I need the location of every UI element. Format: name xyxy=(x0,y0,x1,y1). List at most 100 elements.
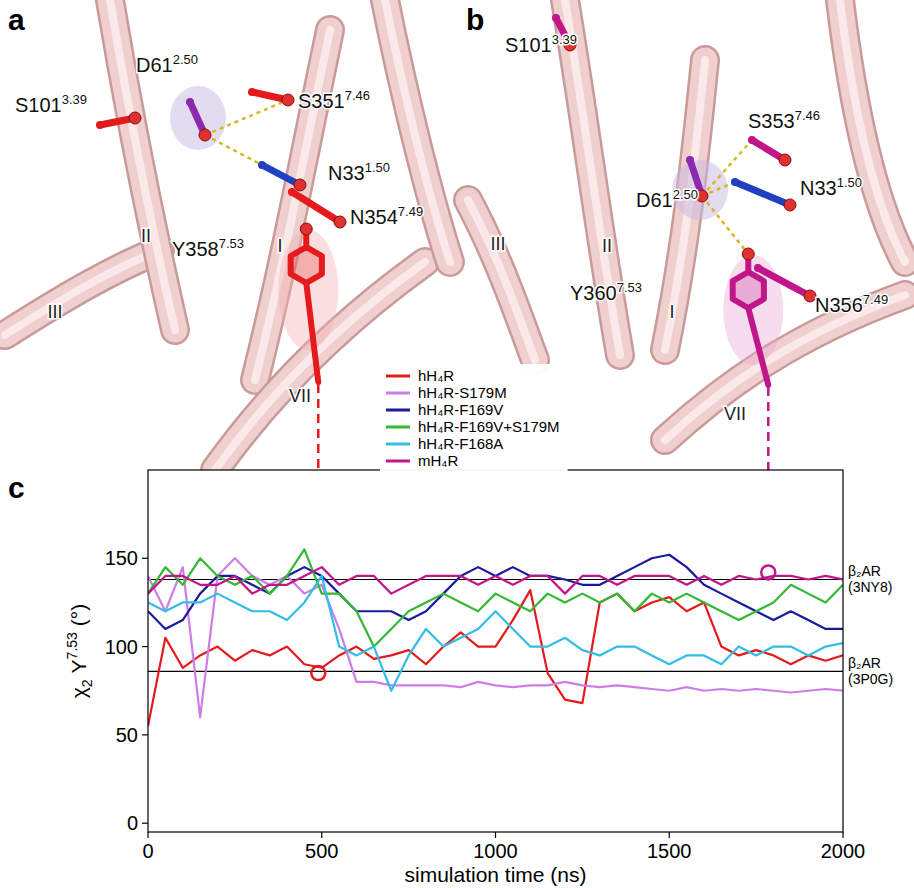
helix-highlight xyxy=(665,295,905,440)
legend-box xyxy=(380,364,568,474)
residue-label: D612.50 xyxy=(636,187,698,211)
residue-superscript: 1.50 xyxy=(837,175,862,190)
legend-label: hH₄R xyxy=(418,367,454,384)
y-tick xyxy=(142,558,148,559)
helix-ribbon-edge xyxy=(5,250,160,335)
series-line xyxy=(148,558,843,717)
helix-label: III xyxy=(490,234,505,254)
reference-label-line: (3NY8) xyxy=(848,579,892,595)
residue-label: D612.50 xyxy=(136,52,198,76)
residue-superscript: 2.50 xyxy=(673,187,698,202)
helix-ribbon-edge xyxy=(840,0,905,262)
panel-letter: b xyxy=(466,3,484,36)
x-tick xyxy=(842,832,843,838)
tyrosine-ring xyxy=(291,247,322,283)
legend-swatch xyxy=(386,460,410,463)
residue-superscript: 7.53 xyxy=(617,280,642,295)
residue-stick xyxy=(735,182,790,205)
residue-stick xyxy=(292,192,340,222)
residue-atom xyxy=(731,178,739,186)
residue-atom xyxy=(199,129,211,141)
residue-name: S353 xyxy=(748,110,795,132)
series-line xyxy=(148,549,843,646)
residue-atom xyxy=(784,199,796,211)
y-axis-title: χ2Y7.53(°) xyxy=(64,604,95,698)
chart: β₂AR(3NY8)β₂AR(3P0G)05001000150020000501… xyxy=(64,470,893,886)
residue-label: N3547.49 xyxy=(350,204,423,228)
residue-superscript: 7.49 xyxy=(398,204,423,219)
residue-atom xyxy=(294,179,306,191)
legend-swatch xyxy=(386,409,410,412)
x-tick-label: 500 xyxy=(305,840,338,862)
residue-name: D61 xyxy=(636,189,673,211)
residue-atom xyxy=(288,188,296,196)
residue-atom xyxy=(552,14,560,22)
residue-label: S3537.46 xyxy=(748,108,820,132)
y-title-subscript: 2 xyxy=(79,679,95,687)
helix-label: II xyxy=(602,236,612,256)
legend-swatch xyxy=(386,375,410,378)
hydrogen-bond xyxy=(205,135,262,165)
helix-ribbon-edge xyxy=(110,0,175,330)
hydrogen-bond xyxy=(702,196,748,254)
x-tick-label: 1000 xyxy=(473,840,518,862)
x-tick xyxy=(147,832,148,838)
helix-label: VII xyxy=(724,404,746,424)
helix-ribbon-edge xyxy=(665,295,905,440)
residue-name: D61 xyxy=(136,54,173,76)
y-tick-label: 50 xyxy=(116,724,138,746)
legend-swatch xyxy=(386,443,410,446)
x-tick xyxy=(495,832,496,838)
legend-label: hH₄R-F169V+S179M xyxy=(418,418,560,435)
helix-highlight xyxy=(5,250,160,335)
residue-superscript: 3.39 xyxy=(552,32,577,47)
surface xyxy=(672,160,728,220)
y-title-residue: Y xyxy=(67,659,90,673)
helix-ribbon xyxy=(665,295,905,440)
panel-letter: c xyxy=(8,471,25,504)
residue-name: Y360 xyxy=(570,282,617,304)
helix-label: II xyxy=(141,226,151,246)
residue-atom xyxy=(300,223,312,235)
series-line xyxy=(148,555,843,629)
reference-label-line: β₂AR xyxy=(848,563,881,579)
residue-atom xyxy=(96,121,104,129)
residue-name: S101 xyxy=(15,94,62,116)
residue-name: Y358 xyxy=(172,238,219,260)
tyrosine-ring xyxy=(733,272,764,308)
residue-label: S3517.46 xyxy=(298,88,370,112)
x-tick-label: 0 xyxy=(142,840,153,862)
y-tick-label: 100 xyxy=(105,636,138,658)
y-title-unit: (°) xyxy=(67,604,90,626)
residue-atom xyxy=(129,112,141,124)
residue-superscript: 7.53 xyxy=(219,236,244,251)
helix-label: VII xyxy=(289,386,311,406)
helix-ribbon xyxy=(840,0,905,262)
helix-ribbon-edge xyxy=(565,0,620,355)
x-tick xyxy=(669,832,670,838)
y-tick-label: 0 xyxy=(127,812,138,834)
reference-label-line: (3P0G) xyxy=(848,671,893,687)
reference-line xyxy=(148,579,843,580)
residue-label: N331.50 xyxy=(800,175,862,199)
residue-atom xyxy=(258,161,266,169)
legend-label: hH₄R-F168A xyxy=(418,435,503,452)
residue-atom xyxy=(742,248,754,260)
residue-stick xyxy=(748,308,768,385)
helix-ribbon xyxy=(565,0,620,355)
residue-atom xyxy=(779,154,791,166)
residue-label: S1013.39 xyxy=(505,32,577,56)
residue-superscript: 3.39 xyxy=(62,92,87,107)
residue-label: Y3587.53 xyxy=(172,236,244,260)
residue-name: N33 xyxy=(328,162,365,184)
helix-highlight xyxy=(565,0,620,355)
residue-label: Y3607.53 xyxy=(570,280,642,304)
residue-superscript: 1.50 xyxy=(365,160,390,175)
residue-atom xyxy=(248,88,256,96)
highlight-point xyxy=(311,666,325,680)
residue-label: N331.50 xyxy=(328,160,390,184)
residue-stick xyxy=(306,283,318,382)
hydrogen-bond xyxy=(205,100,288,135)
reference-label: β₂AR(3P0G) xyxy=(848,655,893,687)
legend-swatch xyxy=(386,392,410,395)
